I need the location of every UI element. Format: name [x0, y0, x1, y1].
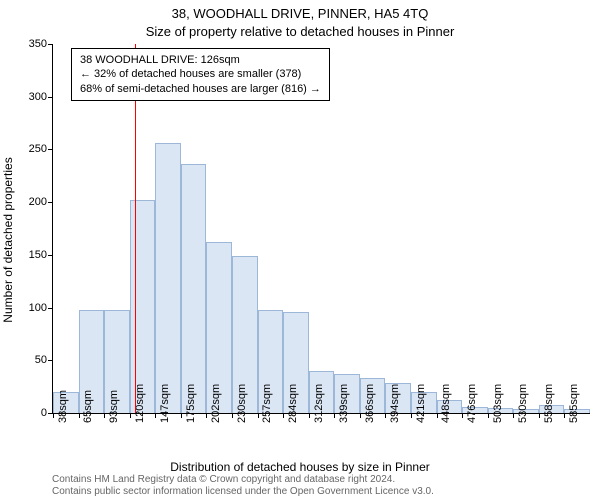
y-tick-mark [48, 255, 53, 256]
x-tick-mark [411, 413, 412, 418]
y-tick-label: 150 [7, 249, 47, 261]
attribution-line-1: Contains HM Land Registry data © Crown c… [52, 474, 590, 486]
chart-subtitle: Size of property relative to detached ho… [0, 24, 600, 39]
x-tick-mark [258, 413, 259, 418]
x-tick-mark [539, 413, 540, 418]
x-tick-mark [437, 413, 438, 418]
x-tick-mark [53, 413, 54, 418]
info-box: 38 WOODHALL DRIVE: 126sqm← 32% of detach… [71, 48, 330, 101]
y-tick-label: 350 [7, 38, 47, 50]
x-tick-mark [513, 413, 514, 418]
x-tick-mark [155, 413, 156, 418]
x-tick-mark [564, 413, 565, 418]
x-tick-mark [104, 413, 105, 418]
x-tick-mark [206, 413, 207, 418]
y-tick-mark [48, 202, 53, 203]
x-axis-label: Distribution of detached houses by size … [0, 460, 600, 474]
chart-title: 38, WOODHALL DRIVE, PINNER, HA5 4TQ [0, 6, 600, 21]
x-tick-mark [360, 413, 361, 418]
histogram-bar [155, 143, 181, 413]
y-tick-mark [48, 360, 53, 361]
histogram-bar [130, 200, 156, 413]
y-tick-mark [48, 149, 53, 150]
x-tick-mark [309, 413, 310, 418]
plot-area: 05010015020025030035038sqm65sqm93sqm120s… [52, 44, 590, 414]
x-tick-mark [181, 413, 182, 418]
x-tick-mark [334, 413, 335, 418]
y-tick-label: 300 [7, 91, 47, 103]
attribution: Contains HM Land Registry data © Crown c… [52, 474, 590, 498]
x-tick-mark [232, 413, 233, 418]
y-tick-label: 100 [7, 302, 47, 314]
y-tick-label: 250 [7, 143, 47, 155]
info-box-line: 68% of semi-detached houses are larger (… [80, 82, 321, 96]
y-tick-label: 200 [7, 196, 47, 208]
y-axis-label: Number of detached properties [1, 157, 15, 322]
y-tick-mark [48, 308, 53, 309]
y-tick-mark [48, 97, 53, 98]
x-tick-mark [130, 413, 131, 418]
y-tick-label: 0 [7, 407, 47, 419]
x-tick-mark [283, 413, 284, 418]
x-tick-mark [462, 413, 463, 418]
info-box-line: 38 WOODHALL DRIVE: 126sqm [80, 53, 321, 67]
histogram-bar [181, 164, 207, 413]
attribution-line-2: Contains public sector information licen… [52, 486, 590, 498]
x-tick-mark [385, 413, 386, 418]
x-tick-mark [79, 413, 80, 418]
info-box-line: ← 32% of detached houses are smaller (37… [80, 67, 321, 81]
y-tick-label: 50 [7, 354, 47, 366]
y-tick-mark [48, 44, 53, 45]
x-tick-mark [488, 413, 489, 418]
chart-container: 38, WOODHALL DRIVE, PINNER, HA5 4TQ Size… [0, 0, 600, 500]
